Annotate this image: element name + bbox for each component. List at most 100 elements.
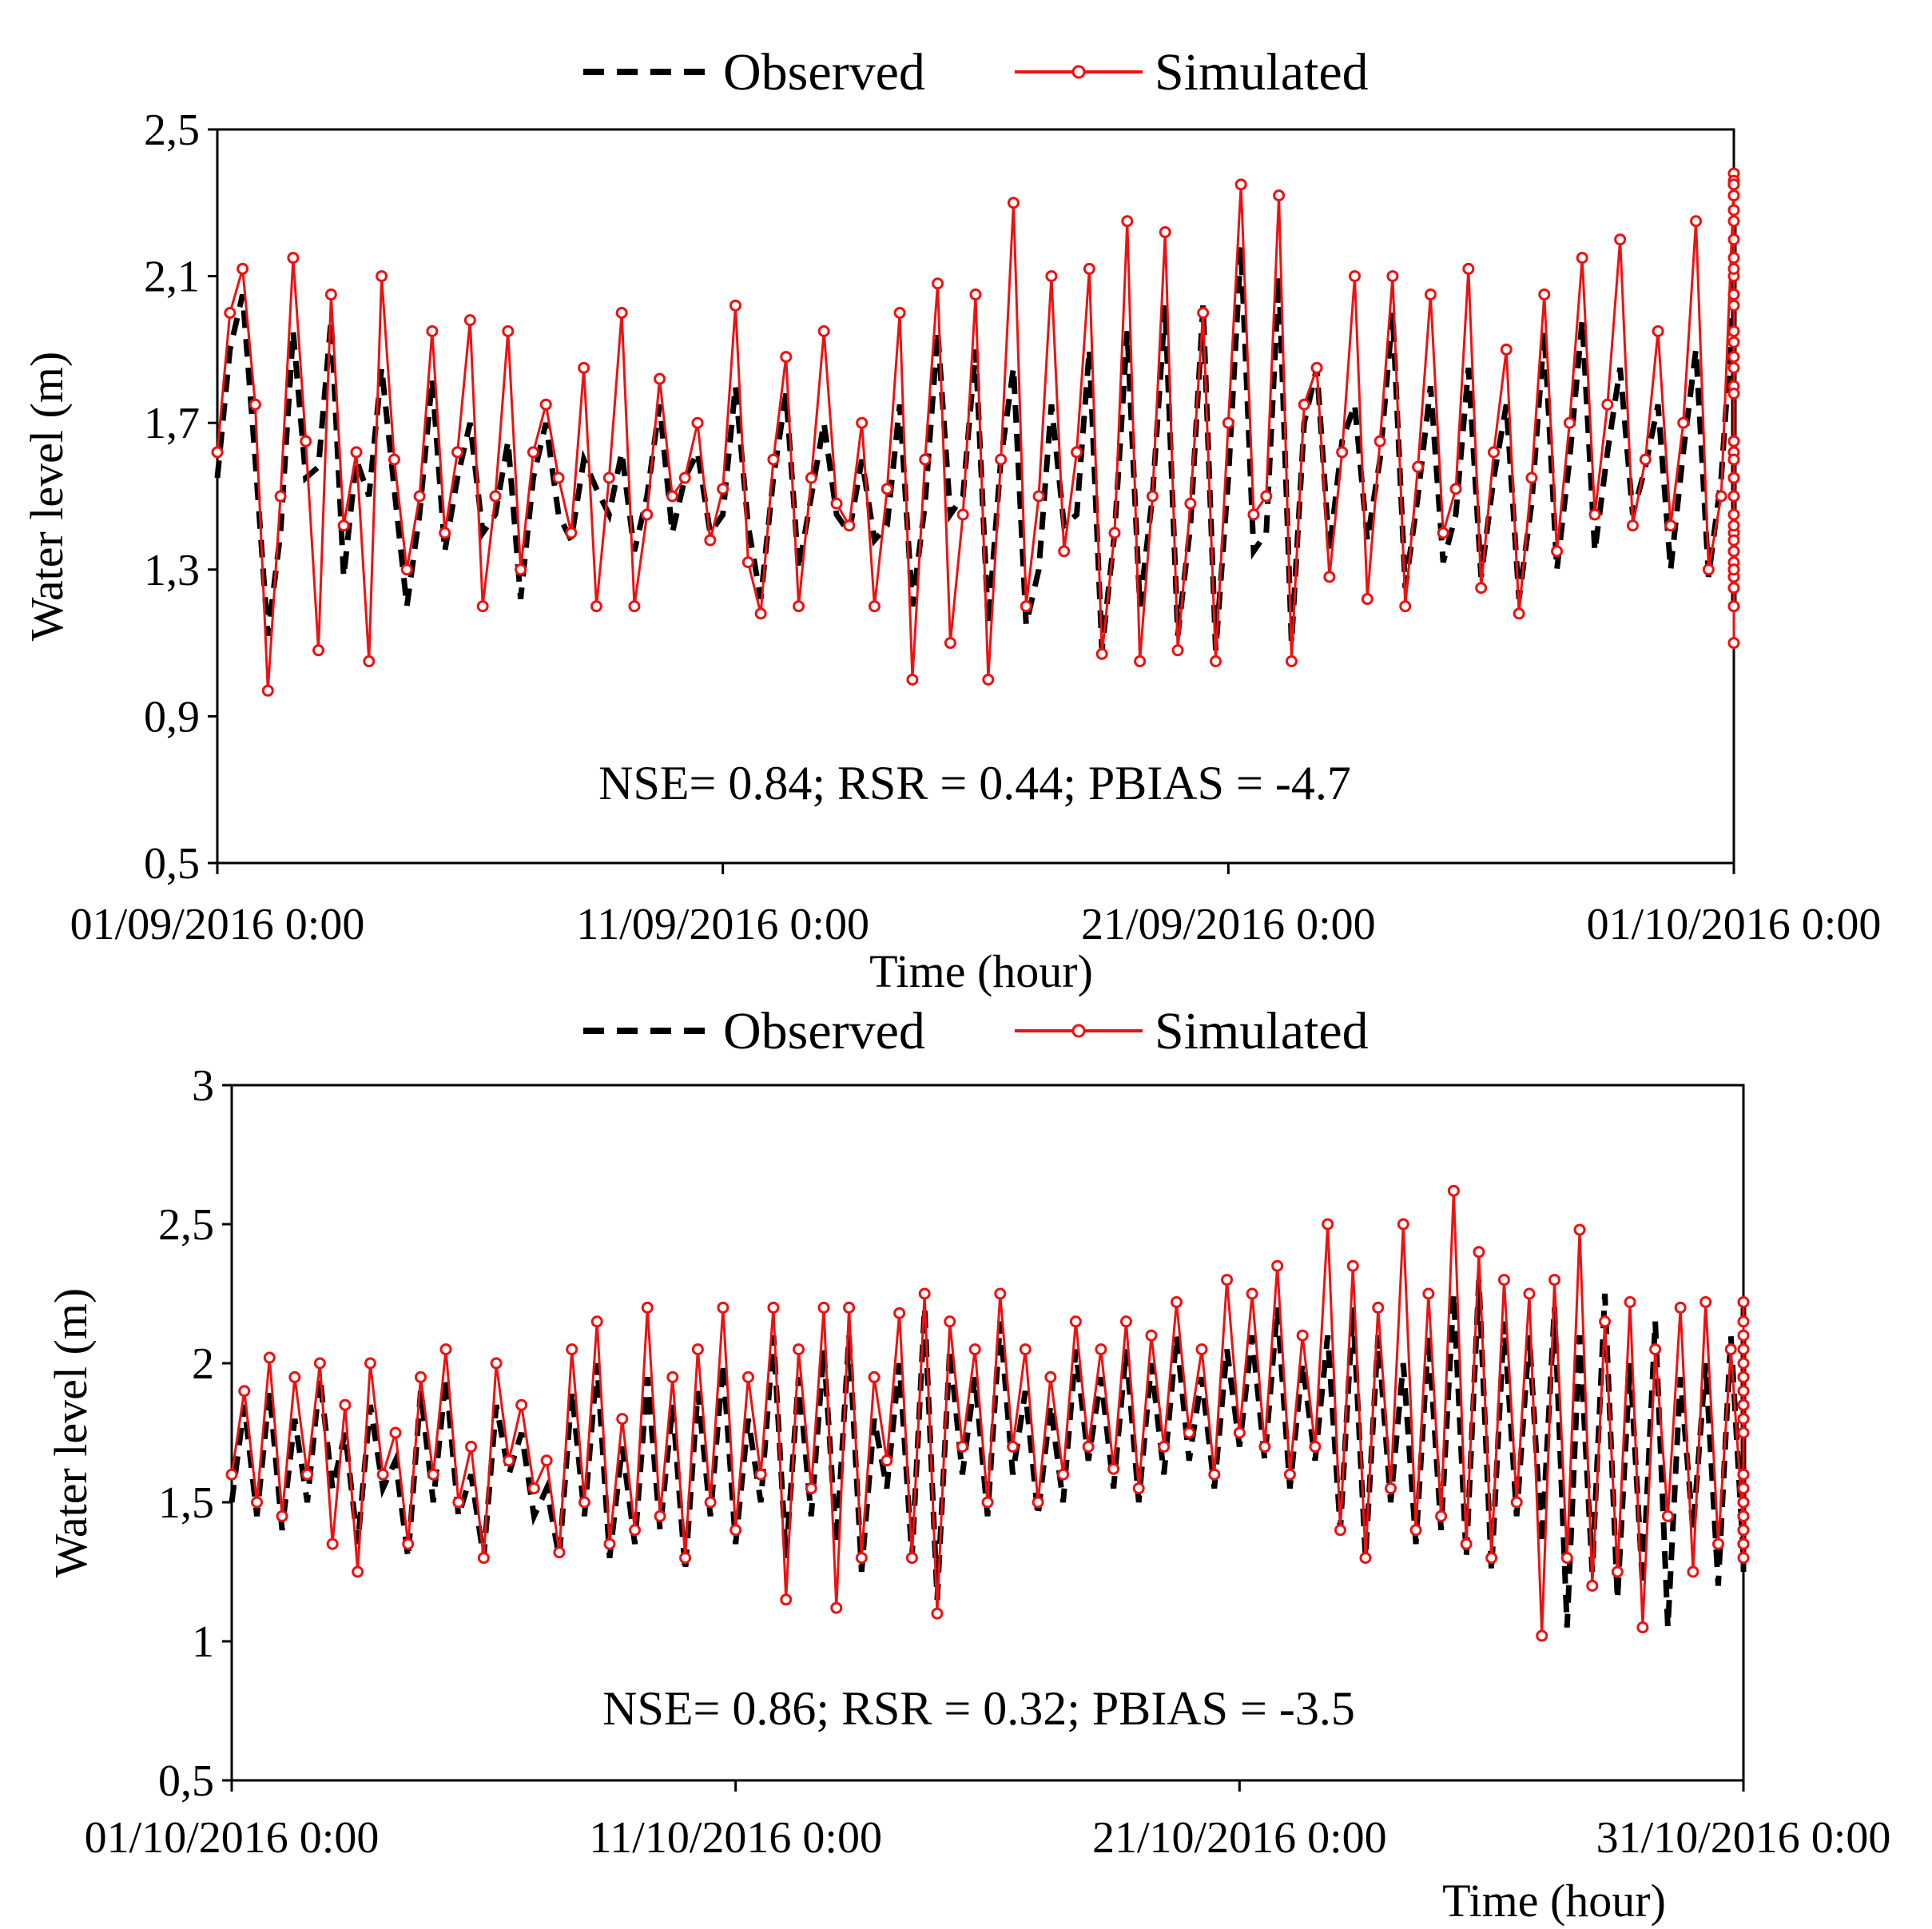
simulated-point bbox=[994, 1287, 1007, 1300]
simulated-point bbox=[1727, 288, 1740, 301]
simulated-point bbox=[1737, 1370, 1750, 1383]
simulated-point bbox=[1715, 490, 1727, 503]
simulated-point bbox=[477, 1552, 490, 1565]
simulated-point bbox=[248, 398, 261, 411]
simulated-point bbox=[1737, 1295, 1750, 1308]
simulated-point bbox=[1737, 1552, 1750, 1565]
simulated-point bbox=[527, 446, 539, 459]
legend-simulated-label: Simulated bbox=[1155, 43, 1369, 101]
simulated-point bbox=[1373, 435, 1386, 447]
simulated-line bbox=[230, 1191, 1745, 1637]
simulated-point bbox=[402, 1537, 415, 1550]
simulated-point bbox=[1611, 1565, 1624, 1578]
simulated-point bbox=[1737, 1329, 1750, 1342]
simulated-point bbox=[1095, 1343, 1107, 1356]
simulated-point bbox=[1409, 1524, 1422, 1537]
simulated-point bbox=[1071, 446, 1083, 459]
simulated-point bbox=[1727, 508, 1740, 521]
simulated-point bbox=[981, 1496, 994, 1509]
simulated-point bbox=[337, 519, 350, 532]
simulated-point bbox=[1737, 1398, 1750, 1411]
simulated-point bbox=[1737, 1524, 1750, 1537]
simulated-point bbox=[1687, 1565, 1699, 1578]
simulated-point bbox=[1737, 1426, 1750, 1439]
simulated-point bbox=[1222, 416, 1234, 429]
simulated-point bbox=[439, 1343, 452, 1356]
simulated-point bbox=[552, 471, 565, 484]
simulated-point bbox=[1082, 1440, 1095, 1453]
simulated-point bbox=[1727, 351, 1740, 364]
simulated-point bbox=[288, 1370, 301, 1383]
series-observed bbox=[229, 1279, 1747, 1628]
simulated-point bbox=[1258, 1440, 1271, 1453]
simulated-point bbox=[793, 1343, 805, 1356]
simulated-point bbox=[1449, 483, 1462, 495]
simulated-point bbox=[1711, 1537, 1724, 1550]
simulated-point bbox=[565, 527, 578, 539]
simulated-point bbox=[1019, 1343, 1032, 1356]
simulated-point bbox=[615, 307, 628, 319]
simulated-point bbox=[1424, 288, 1437, 301]
simulated-point bbox=[1588, 508, 1601, 521]
simulated-point bbox=[553, 1546, 566, 1559]
simulated-point bbox=[691, 416, 704, 429]
simulated-point bbox=[1435, 1509, 1448, 1522]
simulated-point bbox=[1044, 1370, 1057, 1383]
simulated-point bbox=[956, 1440, 968, 1453]
simulated-point bbox=[918, 1287, 931, 1300]
simulated-point bbox=[1727, 252, 1740, 264]
y-tick-label: 0,9 bbox=[144, 692, 200, 742]
x-tick-label: 01/10/2016 0:00 bbox=[1587, 900, 1882, 949]
simulated-point bbox=[741, 556, 754, 569]
simulated-point bbox=[1737, 1509, 1750, 1522]
series-observed bbox=[214, 221, 1737, 651]
x-tick-label: 01/09/2016 0:00 bbox=[70, 900, 365, 949]
simulated-point bbox=[1727, 582, 1740, 595]
simulated-point bbox=[1727, 336, 1740, 348]
simulated-point bbox=[868, 1370, 881, 1383]
simulated-point bbox=[1422, 1287, 1435, 1300]
simulated-point bbox=[805, 471, 817, 484]
simulated-point bbox=[1119, 1315, 1132, 1328]
simulated-point bbox=[1727, 324, 1740, 337]
simulated-point bbox=[1247, 508, 1260, 521]
simulated-point bbox=[463, 314, 476, 327]
simulated-point bbox=[1737, 1343, 1750, 1356]
simulated-point bbox=[1563, 416, 1576, 429]
simulated-point bbox=[1336, 446, 1349, 459]
legend-observed-label: Observed bbox=[723, 43, 925, 101]
simulated-point bbox=[754, 607, 767, 620]
simulated-point bbox=[1334, 1524, 1346, 1537]
simulated-point bbox=[1437, 527, 1449, 539]
simulated-point bbox=[1462, 262, 1475, 275]
legend: Observed Simulated bbox=[583, 43, 1369, 101]
simulated-point bbox=[1032, 490, 1045, 503]
simulated-point bbox=[1737, 1413, 1750, 1426]
simulated-point bbox=[717, 1301, 729, 1314]
simulated-point bbox=[629, 1524, 642, 1537]
simulated-point bbox=[1372, 1301, 1385, 1314]
simulated-point bbox=[451, 446, 464, 459]
simulated-point bbox=[616, 1413, 629, 1426]
simulated-point bbox=[1271, 1259, 1284, 1272]
simulated-point bbox=[905, 1552, 918, 1565]
simulated-point bbox=[628, 600, 641, 613]
simulated-point bbox=[1171, 644, 1184, 657]
simulated-point bbox=[666, 490, 678, 503]
simulated-point bbox=[503, 1454, 515, 1467]
simulated-point bbox=[893, 1307, 906, 1319]
simulated-point bbox=[780, 1593, 793, 1606]
simulated-point bbox=[1485, 1552, 1498, 1565]
simulated-point bbox=[1412, 460, 1425, 473]
simulated-point bbox=[388, 453, 400, 466]
simulated-point bbox=[893, 307, 906, 319]
simulated-point bbox=[1296, 1329, 1309, 1342]
simulated-point bbox=[1399, 600, 1412, 613]
simulated-line bbox=[216, 173, 1735, 691]
y-axis-title: Water level (m) bbox=[21, 352, 73, 641]
simulated-point bbox=[225, 1468, 238, 1481]
simulated-point bbox=[1221, 1274, 1234, 1287]
simulated-point bbox=[1310, 361, 1323, 374]
simulated-point bbox=[276, 1509, 288, 1522]
simulated-point bbox=[1737, 1315, 1750, 1328]
